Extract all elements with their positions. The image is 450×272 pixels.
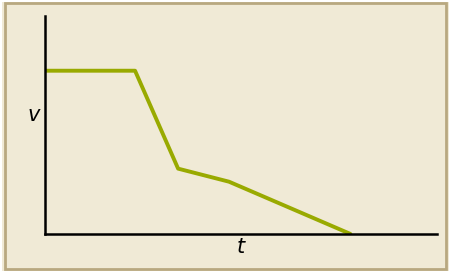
Y-axis label: v: v (28, 105, 40, 125)
X-axis label: t: t (237, 237, 245, 257)
